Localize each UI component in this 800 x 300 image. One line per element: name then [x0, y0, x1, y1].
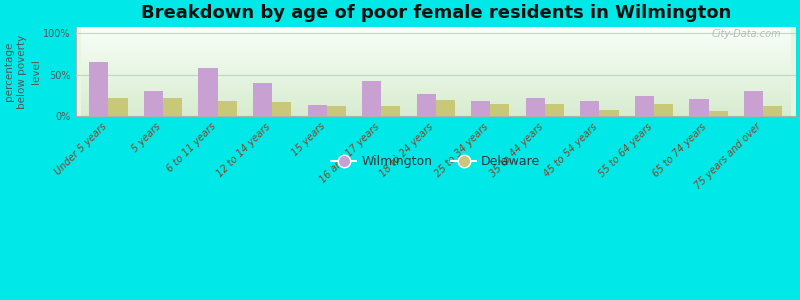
- Bar: [272, 102, 291, 116]
- Bar: [382, 106, 400, 116]
- Bar: [417, 94, 436, 116]
- Bar: [198, 68, 218, 116]
- Bar: [635, 96, 654, 116]
- Bar: [90, 62, 109, 116]
- Bar: [326, 106, 346, 116]
- Bar: [471, 101, 490, 116]
- Bar: [218, 101, 237, 116]
- Bar: [545, 104, 564, 116]
- Bar: [654, 104, 673, 116]
- Bar: [599, 110, 618, 116]
- Bar: [490, 104, 510, 116]
- Bar: [580, 100, 599, 116]
- Bar: [690, 99, 709, 116]
- Bar: [526, 98, 545, 116]
- Y-axis label: percentage
below poverty
level: percentage below poverty level: [4, 34, 41, 109]
- Text: City-Data.com: City-Data.com: [712, 29, 782, 39]
- Bar: [436, 100, 455, 116]
- Bar: [253, 83, 272, 116]
- Bar: [109, 98, 127, 116]
- Legend: Wilmington, Delaware: Wilmington, Delaware: [326, 150, 546, 173]
- Bar: [362, 81, 382, 116]
- Bar: [763, 106, 782, 116]
- Bar: [163, 98, 182, 116]
- Title: Breakdown by age of poor female residents in Wilmington: Breakdown by age of poor female resident…: [141, 4, 731, 22]
- Bar: [744, 92, 763, 116]
- Bar: [307, 105, 326, 116]
- Bar: [709, 111, 728, 116]
- Bar: [144, 92, 163, 116]
